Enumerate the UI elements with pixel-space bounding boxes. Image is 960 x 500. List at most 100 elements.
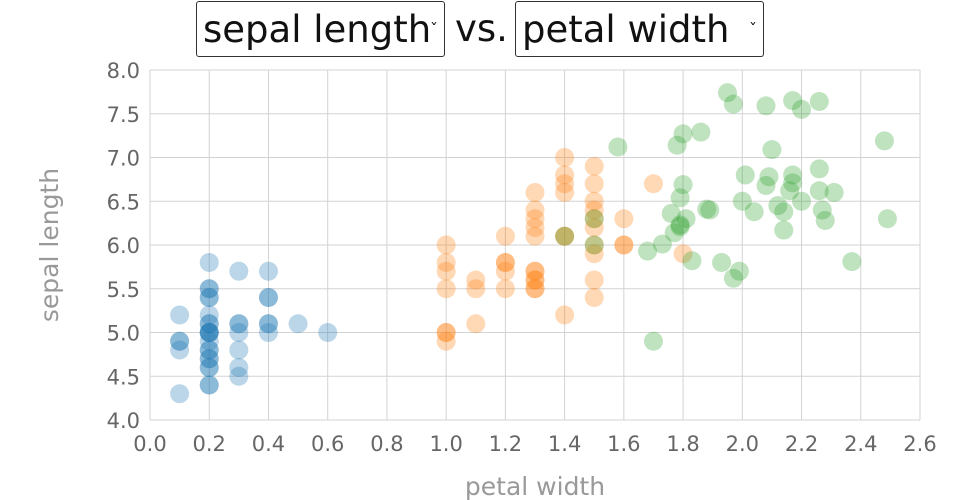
data-point-series-2	[466, 270, 486, 290]
data-point-series-3	[723, 268, 743, 288]
y-tick-label: 5.0	[107, 322, 140, 346]
data-point-series-2	[584, 288, 604, 307]
data-point-series-3	[744, 202, 764, 222]
data-point-series-3	[842, 252, 862, 272]
y-tick-label: 4.5	[107, 365, 140, 389]
data-point-series-3	[877, 209, 897, 229]
x-tick-label: 0.6	[311, 432, 344, 456]
data-point-series-1	[318, 323, 338, 342]
data-point-series-2	[555, 148, 575, 167]
data-point-series-2	[525, 226, 545, 246]
data-point-series-1	[199, 253, 219, 272]
data-point-series-3	[792, 99, 812, 119]
data-point-series-3	[780, 181, 800, 201]
data-point-series-3	[774, 220, 794, 240]
data-point-series-3	[783, 173, 803, 193]
y-tick-labels: 4.0 4.5 5.0 5.5 6.0 6.5 7.0 7.5 8.0	[107, 59, 140, 433]
data-point-series-3	[584, 235, 604, 255]
data-point-series-3	[809, 92, 829, 111]
data-point-series-1	[199, 358, 219, 377]
data-point-series-3	[723, 94, 743, 114]
data-point-series-2	[436, 253, 456, 272]
data-point-series-3	[756, 96, 776, 116]
data-point-series-3	[673, 124, 693, 144]
data-point-series-1	[199, 323, 219, 342]
y-axis-select[interactable]: sepal length ˇ	[196, 1, 445, 57]
grid-lines	[149, 69, 921, 421]
data-point-series-3	[792, 191, 812, 211]
y-tick-label: 4.0	[107, 409, 140, 433]
data-point-series-3	[670, 217, 690, 237]
data-point-series-3	[670, 188, 690, 208]
y-tick-label: 6.5	[107, 190, 140, 214]
data-point-series-2	[673, 244, 693, 264]
data-point-series-1	[199, 331, 219, 351]
data-point-series-3	[768, 196, 788, 216]
data-point-series-2	[495, 253, 515, 272]
y-axis-select-value: sepal length	[203, 8, 432, 51]
data-point-series-2	[555, 226, 575, 246]
data-points	[170, 83, 897, 404]
data-point-series-1	[258, 314, 278, 334]
x-tick-label: 2.2	[785, 432, 818, 456]
data-point-series-3	[700, 200, 720, 220]
data-point-series-1	[199, 340, 219, 360]
data-point-series-2	[525, 261, 545, 281]
data-point-series-2	[584, 218, 604, 237]
vs-separator: vs.	[455, 7, 508, 50]
data-point-series-1	[199, 288, 219, 307]
data-point-series-1	[258, 261, 278, 281]
x-axis-select[interactable]: petal width ˇ	[515, 1, 764, 57]
data-point-series-2	[584, 244, 604, 264]
data-point-series-3	[673, 175, 693, 195]
data-point-series-1	[199, 349, 219, 369]
data-point-series-2	[584, 174, 604, 194]
data-point-series-2	[525, 270, 545, 290]
data-point-series-1	[199, 279, 219, 299]
data-point-series-3	[783, 91, 803, 111]
data-point-series-1	[229, 340, 249, 360]
data-point-series-2	[495, 226, 515, 246]
data-point-series-2	[584, 191, 604, 211]
y-tick-label: 5.5	[107, 278, 140, 302]
data-point-series-3	[676, 209, 696, 229]
data-point-series-1	[170, 384, 190, 404]
data-point-series-2	[584, 156, 604, 176]
data-point-series-2	[495, 279, 515, 299]
x-tick-label: 1.2	[489, 432, 522, 456]
data-point-series-3	[643, 331, 663, 351]
data-point-series-1	[199, 305, 219, 325]
data-point-series-2	[466, 279, 486, 299]
data-point-series-3	[682, 251, 702, 271]
data-point-series-2	[555, 305, 575, 325]
data-point-series-3	[670, 215, 690, 235]
data-point-series-1	[229, 358, 249, 377]
x-tick-label: 0.8	[370, 432, 403, 456]
x-tick-label: 1.8	[666, 432, 699, 456]
x-tick-label: 2.0	[726, 432, 759, 456]
y-tick-label: 7.0	[107, 147, 140, 171]
data-point-series-3	[697, 199, 717, 219]
x-tick-label: 1.6	[607, 432, 640, 456]
x-tick-label: 0.0	[133, 432, 166, 456]
data-point-series-3	[712, 253, 732, 272]
data-point-series-3	[759, 167, 779, 187]
data-point-series-3	[638, 241, 658, 261]
data-point-series-1	[229, 366, 249, 386]
x-tick-label: 1.4	[548, 432, 581, 456]
data-point-series-2	[436, 279, 456, 299]
data-point-series-2	[555, 226, 575, 246]
data-point-series-1	[199, 323, 219, 342]
data-point-series-2	[495, 253, 515, 272]
data-point-series-2	[614, 235, 634, 255]
x-tick-label: 0.4	[252, 432, 285, 456]
data-point-series-2	[466, 314, 486, 334]
data-point-series-2	[584, 200, 604, 220]
data-point-series-3	[691, 122, 711, 142]
x-tick-label: 2.6	[903, 432, 936, 456]
data-point-series-3	[874, 131, 894, 151]
data-point-series-3	[732, 191, 752, 211]
y-tick-label: 7.5	[107, 103, 140, 127]
y-axis-label: sepal length	[35, 168, 64, 322]
data-point-series-1	[199, 375, 219, 395]
